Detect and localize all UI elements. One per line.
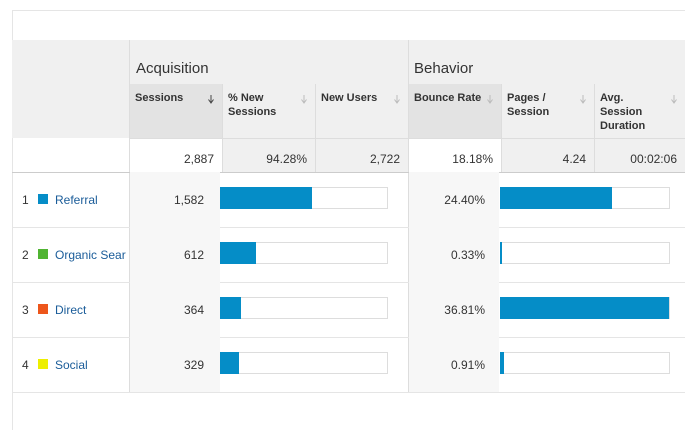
row-divider <box>12 392 685 393</box>
total-cell-bg <box>408 138 501 172</box>
bounce-cell-bg <box>409 282 499 337</box>
sessions-bar <box>220 187 313 209</box>
legend-swatch <box>38 194 48 204</box>
sort-arrow <box>580 95 586 104</box>
sort-arrow <box>301 95 307 104</box>
sessions-bar <box>220 242 256 264</box>
column-bg <box>594 84 685 138</box>
channel-link[interactable]: Direct <box>55 303 87 317</box>
column-bg <box>222 84 315 138</box>
bounce-bar <box>500 297 669 319</box>
sort-arrow <box>671 95 677 104</box>
bar-track <box>500 242 670 264</box>
row-divider <box>12 337 685 338</box>
bounce-bar <box>500 352 505 374</box>
column-bg <box>501 84 594 138</box>
sessions-cell-bg <box>130 172 220 227</box>
sort-icon <box>301 91 307 104</box>
bar-track <box>500 352 670 374</box>
column-header[interactable]: % New Sessions <box>228 92 277 118</box>
channel-link[interactable]: Referral <box>55 193 98 207</box>
sessions-cell-bg <box>130 337 220 392</box>
sort-icon <box>394 91 400 104</box>
bounce-value: 24.40% <box>444 193 485 207</box>
total-value: 2,887 <box>183 152 214 166</box>
channel-link[interactable]: Organic Sear <box>55 248 126 262</box>
bounce-bar <box>500 187 613 209</box>
total-value: 94.28% <box>266 152 307 166</box>
column-bg <box>315 84 408 138</box>
legend-swatch <box>38 359 48 369</box>
column-header[interactable]: Avg. Session Duration <box>600 92 646 132</box>
total-cell-bg <box>129 138 222 172</box>
bounce-value: 0.33% <box>450 248 485 262</box>
column-bg <box>129 84 222 138</box>
separator <box>129 40 130 392</box>
channel-link[interactable]: Social <box>55 358 88 372</box>
sessions-value: 612 <box>183 248 204 262</box>
separator <box>408 40 409 392</box>
sort-arrow <box>208 95 214 104</box>
rank: 2 <box>22 248 29 262</box>
column-bg <box>408 84 501 138</box>
column-header[interactable]: Bounce Rate <box>414 92 482 104</box>
legend-swatch <box>38 304 48 314</box>
total-cell-bg <box>501 138 594 172</box>
sessions-bar <box>220 352 240 374</box>
group-header: Behavior <box>414 60 474 77</box>
column-header[interactable]: Pages / Session <box>507 92 550 118</box>
sessions-cell-bg <box>130 227 220 282</box>
sessions-bar <box>220 297 242 319</box>
bar-track <box>220 297 388 319</box>
sort-arrow <box>487 95 493 104</box>
row-divider <box>12 172 685 173</box>
left-border <box>12 10 13 430</box>
row-divider <box>12 282 685 283</box>
bounce-value: 0.91% <box>450 358 485 372</box>
sessions-value: 329 <box>183 358 204 372</box>
total-cell-bg <box>222 138 315 172</box>
sessions-value: 364 <box>183 303 204 317</box>
rank: 4 <box>22 358 29 372</box>
bounce-cell-bg <box>409 227 499 282</box>
total-value: 4.24 <box>562 152 586 166</box>
rank: 3 <box>22 303 29 317</box>
total-value: 00:02:06 <box>630 152 677 166</box>
total-cell-bg <box>594 138 685 172</box>
bounce-cell-bg <box>409 337 499 392</box>
total-value: 18.18% <box>452 152 493 166</box>
rank: 1 <box>22 193 29 207</box>
bounce-cell-bg <box>409 172 499 227</box>
sessions-cell-bg <box>130 282 220 337</box>
row-divider <box>12 227 685 228</box>
sessions-value: 1,582 <box>173 193 204 207</box>
sort-icon <box>580 91 586 104</box>
group-header: Acquisition <box>136 60 209 77</box>
sort-icon <box>208 91 214 104</box>
bounce-value: 36.81% <box>444 303 485 317</box>
bounce-bar <box>500 242 502 264</box>
sort-arrow <box>394 95 400 104</box>
top-border <box>12 10 685 11</box>
column-header[interactable]: Sessions <box>135 92 184 104</box>
sort-icon <box>487 91 493 104</box>
sort-icon <box>671 91 677 104</box>
column-header[interactable]: New Users <box>321 92 378 104</box>
total-cell-bg <box>315 138 408 172</box>
bar-track <box>220 352 388 374</box>
total-value: 2,722 <box>369 152 400 166</box>
legend-swatch <box>38 249 48 259</box>
